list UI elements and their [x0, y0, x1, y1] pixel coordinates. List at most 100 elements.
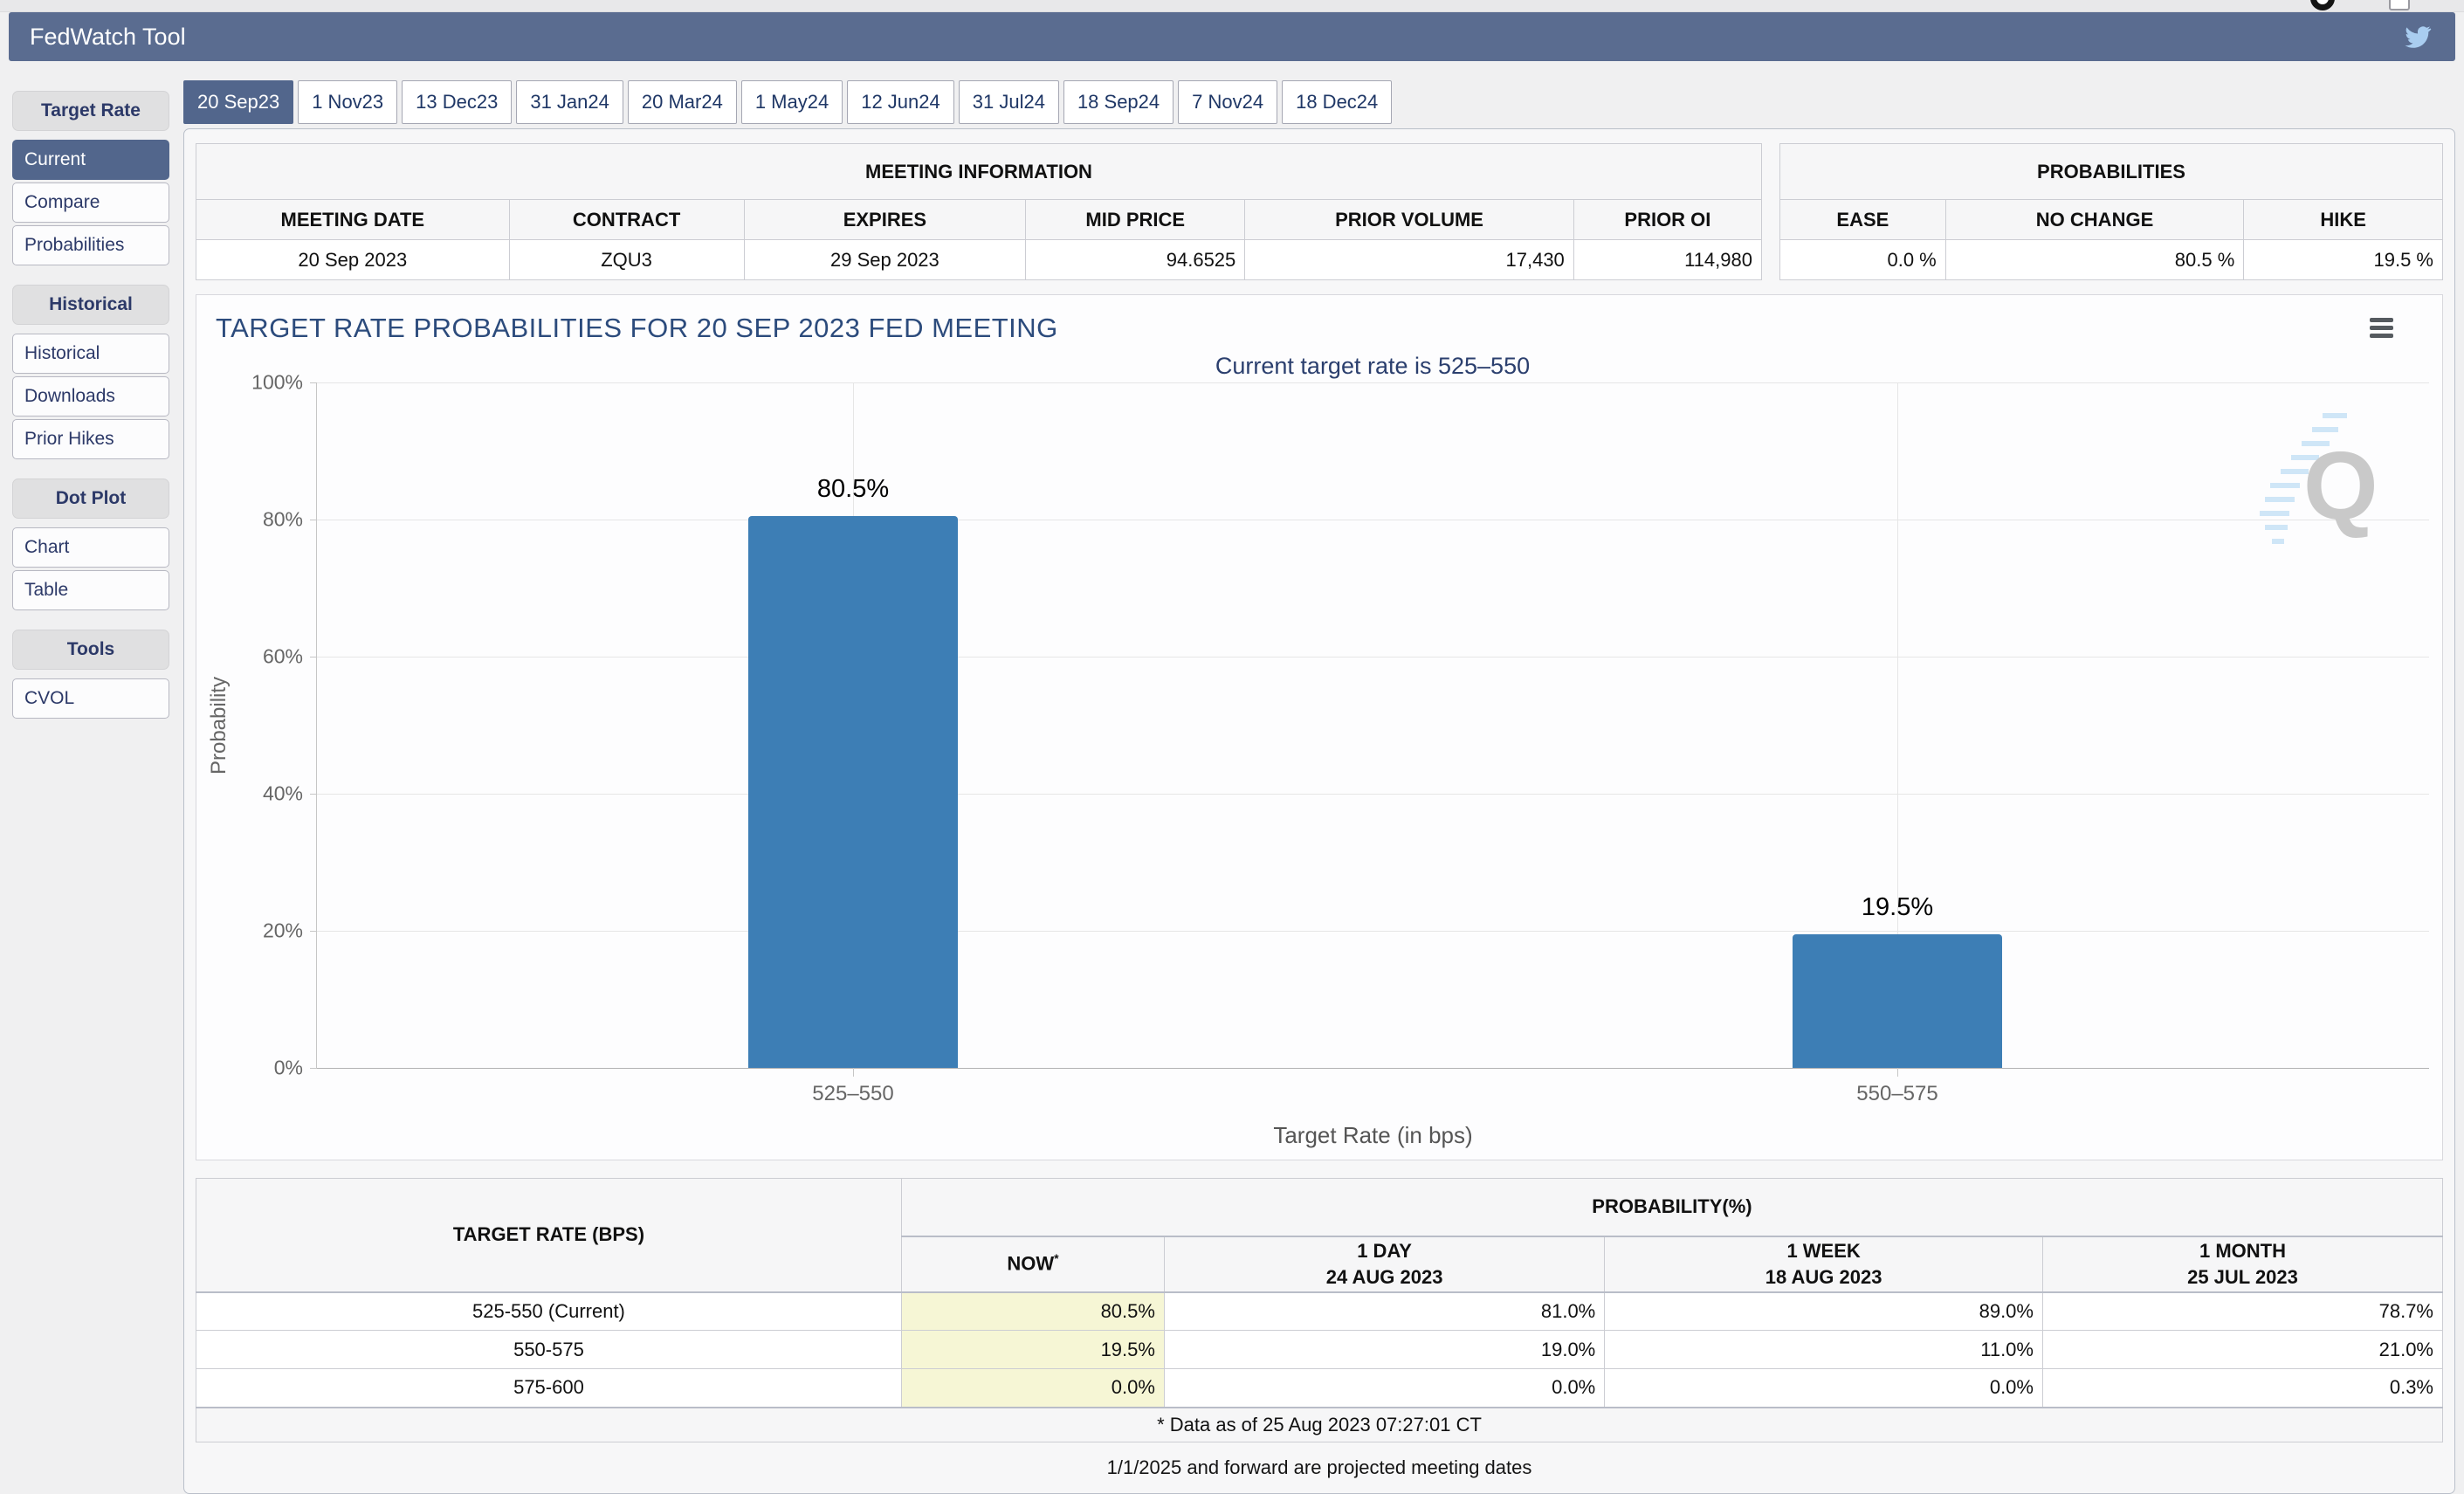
tab-13-dec23[interactable]: 13 Dec23 — [402, 80, 513, 124]
sidebar-item-current[interactable]: Current — [12, 140, 169, 180]
ease-value: 0.0 % — [1779, 239, 1946, 280]
week-cell: 89.0% — [1604, 1291, 2043, 1331]
sidebar-item-cvol[interactable]: CVOL — [12, 678, 169, 719]
month-cell: 78.7% — [2041, 1291, 2444, 1331]
x-tickmark — [853, 1068, 854, 1077]
col-expires: EXPIRES — [743, 199, 1027, 240]
prior-oi-value: 114,980 — [1573, 239, 1763, 280]
app-title: FedWatch Tool — [30, 23, 186, 50]
col-ease: EASE — [1779, 199, 1946, 240]
day-cell: 0.0% — [1163, 1368, 1606, 1408]
bar-value-550-575: 19.5% — [1861, 892, 1934, 921]
col-prior-oi: PRIOR OI — [1573, 199, 1763, 240]
bar-550-575[interactable] — [1793, 933, 2002, 1068]
tab-31-jan24[interactable]: 31 Jan24 — [516, 80, 623, 124]
gridline — [317, 794, 2429, 795]
y-tickmark — [310, 1068, 317, 1069]
tab-18-dec24[interactable]: 18 Dec24 — [1282, 80, 1393, 124]
col-now: NOW* — [900, 1236, 1165, 1293]
rate-cell: 525-550 (Current) — [196, 1291, 902, 1331]
sidebar-header-target-rate: Target Rate — [12, 91, 169, 131]
now-cell: 19.5% — [900, 1330, 1165, 1369]
sidebar-item-downloads[interactable]: Downloads — [12, 376, 169, 417]
quikstrike-watermark: Q — [2246, 407, 2394, 555]
col-1-day: 1 DAY 24 AUG 2023 — [1163, 1236, 1606, 1293]
target-rate-chart: TARGET RATE PROBABILITIES FOR 20 SEP 202… — [196, 294, 2443, 1160]
sidebar-header-dot-plot: Dot Plot — [12, 478, 169, 519]
mid-price-value: 94.6525 — [1025, 239, 1246, 280]
svg-text:Q: Q — [2303, 432, 2378, 540]
app-header: FedWatch Tool — [9, 12, 2455, 61]
main-content: 20 Sep23 1 Nov23 13 Dec23 31 Jan24 20 Ma… — [183, 80, 2455, 1494]
hike-value: 19.5 % — [2243, 239, 2443, 280]
col-1-week: 1 WEEK 18 AUG 2023 — [1604, 1236, 2043, 1293]
y-tickmark — [310, 794, 317, 795]
now-cell: 0.0% — [900, 1368, 1165, 1408]
x-axis-label: Target Rate (in bps) — [1273, 1122, 1473, 1148]
week-cell: 11.0% — [1604, 1330, 2043, 1369]
col-1-month: 1 MONTH 25 JUL 2023 — [2041, 1236, 2444, 1293]
col-group-probability: PROBABILITY(%) — [900, 1178, 2444, 1237]
y-tickmark — [310, 931, 317, 932]
chart-subtitle: Current target rate is 525–550 — [1215, 353, 1531, 379]
gridline — [317, 382, 2429, 383]
week-cell: 0.0% — [1604, 1368, 2043, 1408]
sidebar-item-chart[interactable]: Chart — [12, 527, 169, 568]
rate-cell: 575-600 — [196, 1368, 902, 1408]
col-meeting-date: MEETING DATE — [196, 199, 510, 240]
rate-cell: 550-575 — [196, 1330, 902, 1369]
col-contract: CONTRACT — [508, 199, 745, 240]
clipped-circle-icon — [2310, 0, 2335, 10]
x-tickmark — [1897, 1068, 1898, 1077]
col-mid-price: MID PRICE — [1025, 199, 1246, 240]
table-row: 525-550 (Current) 80.5% 81.0% 89.0% 78.7… — [196, 1291, 2444, 1331]
tab-20-sep23[interactable]: 20 Sep23 — [183, 80, 294, 124]
tab-18-sep24[interactable]: 18 Sep24 — [1063, 80, 1174, 124]
top-chrome-strip — [0, 0, 2464, 12]
col-prior-volume: PRIOR VOLUME — [1244, 199, 1574, 240]
y-tickmark — [310, 382, 317, 383]
meeting-date-value: 20 Sep 2023 — [196, 239, 510, 280]
tab-31-jul24[interactable]: 31 Jul24 — [958, 80, 1059, 124]
tab-1-nov23[interactable]: 1 Nov23 — [298, 80, 398, 124]
sidebar-item-probabilities[interactable]: Probabilities — [12, 225, 169, 265]
now-cell: 80.5% — [900, 1291, 1165, 1331]
chart-menu-icon[interactable] — [2370, 318, 2393, 341]
sidebar-item-compare[interactable]: Compare — [12, 182, 169, 223]
sidebar: Target Rate Current Compare Probabilitie… — [12, 80, 169, 1494]
x-tick-525-550: 525–550 — [812, 1082, 894, 1105]
projected-dates-note: 1/1/2025 and forward are projected meeti… — [1106, 1456, 1532, 1478]
main-panel: MEETING INFORMATION MEETING DATE CONTRAC… — [183, 128, 2455, 1494]
clipped-square-icon — [2389, 0, 2410, 10]
sidebar-item-historical[interactable]: Historical — [12, 334, 169, 374]
twitter-icon[interactable] — [2401, 23, 2434, 51]
sidebar-item-table[interactable]: Table — [12, 570, 169, 610]
meeting-info-title: MEETING INFORMATION — [196, 143, 1762, 200]
meeting-information-table: MEETING INFORMATION MEETING DATE CONTRAC… — [196, 143, 1763, 280]
month-cell: 0.3% — [2041, 1368, 2444, 1408]
col-hike: HIKE — [2243, 199, 2443, 240]
expires-value: 29 Sep 2023 — [743, 239, 1027, 280]
meeting-date-tabs: 20 Sep23 1 Nov23 13 Dec23 31 Jan24 20 Ma… — [183, 80, 2455, 124]
sidebar-item-prior-hikes[interactable]: Prior Hikes — [12, 419, 169, 459]
bar-value-525-550: 80.5% — [816, 475, 890, 504]
col-target-rate-bps: TARGET RATE (BPS) — [196, 1178, 902, 1293]
tab-20-mar24[interactable]: 20 Mar24 — [627, 80, 737, 124]
gridline — [317, 931, 2429, 932]
col-no-change: NO CHANGE — [1944, 199, 2245, 240]
gridline — [1897, 382, 1898, 1068]
y-tick-100: 100% — [251, 370, 303, 394]
chart-title: TARGET RATE PROBABILITIES FOR 20 SEP 202… — [216, 313, 1058, 343]
y-tick-20: 20% — [262, 919, 303, 942]
table-row: 575-600 0.0% 0.0% 0.0% 0.3% — [196, 1368, 2444, 1408]
table-row: 550-575 19.5% 19.0% 11.0% 21.0% — [196, 1330, 2444, 1369]
day-cell: 19.0% — [1163, 1330, 1606, 1369]
sidebar-header-historical: Historical — [12, 285, 169, 325]
tab-7-nov24[interactable]: 7 Nov24 — [1178, 80, 1278, 124]
tab-12-jun24[interactable]: 12 Jun24 — [847, 80, 954, 124]
no-change-value: 80.5 % — [1944, 239, 2245, 280]
probability-history-table: TARGET RATE (BPS) PROBABILITY(%) NOW* 1 … — [196, 1178, 2444, 1442]
bar-525-550[interactable] — [748, 516, 958, 1068]
tab-1-may24[interactable]: 1 May24 — [740, 80, 843, 124]
contract-value: ZQU3 — [508, 239, 745, 280]
